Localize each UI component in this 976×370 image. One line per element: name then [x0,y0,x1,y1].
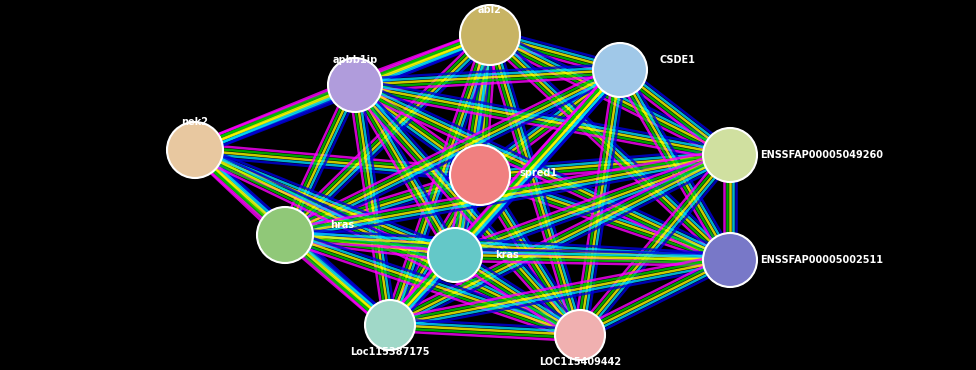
Circle shape [703,128,757,182]
Text: CSDE1: CSDE1 [660,55,696,65]
Circle shape [365,300,415,350]
Circle shape [450,145,510,205]
Text: LOC115409442: LOC115409442 [539,357,621,367]
Circle shape [328,58,382,112]
Text: ENSSFAP00005049260: ENSSFAP00005049260 [760,150,883,160]
Text: abl2: abl2 [478,5,502,15]
Circle shape [428,228,482,282]
Text: spred1: spred1 [520,168,558,178]
Circle shape [167,122,223,178]
Text: Loc115387175: Loc115387175 [350,347,429,357]
Circle shape [593,43,647,97]
Circle shape [460,5,520,65]
Text: nek2: nek2 [182,117,209,127]
Circle shape [257,207,313,263]
Text: apbb1ip: apbb1ip [333,55,378,65]
Text: hras: hras [330,220,354,230]
Circle shape [703,233,757,287]
Text: ENSSFAP00005002511: ENSSFAP00005002511 [760,255,883,265]
Text: kras: kras [495,250,519,260]
Circle shape [555,310,605,360]
